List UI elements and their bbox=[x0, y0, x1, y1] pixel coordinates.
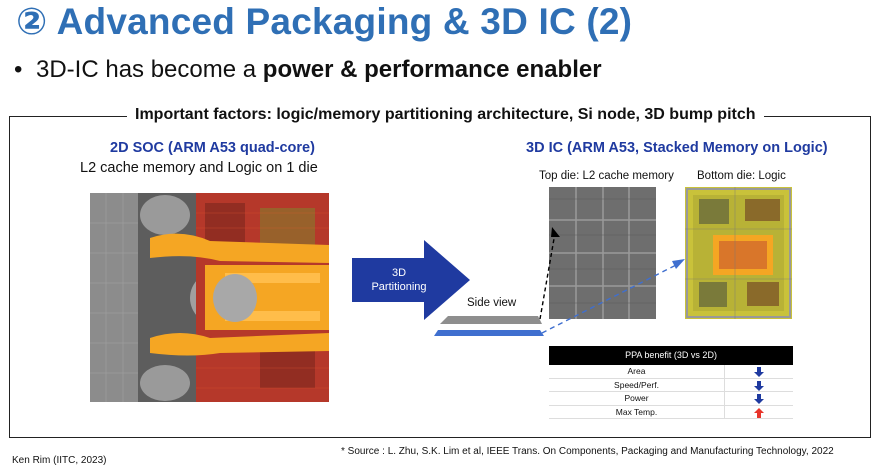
partition-label: 3D Partitioning bbox=[354, 266, 444, 294]
top-die-label: Top die: L2 cache memory bbox=[539, 170, 674, 182]
bottom-die-image bbox=[685, 187, 792, 319]
up-arrow-icon bbox=[754, 407, 764, 418]
bullet-bold-text: power & performance enabler bbox=[262, 56, 602, 83]
bullet-dot: • bbox=[14, 56, 23, 83]
ppa-row-power: Power bbox=[549, 392, 793, 406]
down-arrow-icon bbox=[754, 394, 764, 404]
side-view-label: Side view bbox=[467, 297, 517, 309]
ppa-label-power: Power bbox=[549, 392, 725, 405]
top-die-image bbox=[549, 187, 656, 319]
ppa-label-max-temp: Max Temp. bbox=[549, 405, 725, 418]
ppa-row-max-temp: Max Temp. bbox=[549, 405, 793, 419]
partition-label-line1: 3D bbox=[391, 267, 407, 279]
partition-arrow bbox=[352, 240, 470, 320]
ppa-label-area: Area bbox=[549, 365, 725, 378]
bullet-line: • 3D-IC has become a power & performance … bbox=[14, 56, 602, 84]
soc-subtitle: L2 cache memory and Logic on 1 die bbox=[80, 160, 318, 176]
ppa-header: PPA benefit (3D vs 2D) bbox=[549, 346, 793, 365]
partition-label-line2: Partitioning bbox=[371, 281, 427, 293]
ppa-label-speed: Speed/Perf. bbox=[549, 378, 725, 391]
ppa-row-area: Area bbox=[549, 365, 793, 379]
soc-layout-image bbox=[90, 193, 329, 402]
down-arrow-icon bbox=[754, 380, 764, 391]
source-citation: * Source : L. Zhu, S.K. Lim et al, IEEE … bbox=[341, 446, 834, 457]
bullet-text: 3D-IC has become a bbox=[36, 56, 263, 83]
ppa-table: PPA benefit (3D vs 2D) Area Speed/Perf. … bbox=[549, 346, 793, 419]
author-credit: Ken Rim (IITC, 2023) bbox=[12, 455, 107, 466]
frame-label: Important factors: logic/memory partitio… bbox=[127, 106, 764, 124]
ic-title: 3D IC (ARM A53, Stacked Memory on Logic) bbox=[526, 140, 828, 156]
bottom-die-label: Bottom die: Logic bbox=[697, 170, 786, 182]
side-view-diagram bbox=[434, 227, 685, 336]
down-arrow-icon bbox=[754, 367, 764, 377]
slide-title: ② Advanced Packaging & 3D IC (2) bbox=[16, 1, 633, 42]
ppa-row-speed: Speed/Perf. bbox=[549, 378, 793, 392]
soc-title: 2D SOC (ARM A53 quad-core) bbox=[110, 140, 315, 156]
